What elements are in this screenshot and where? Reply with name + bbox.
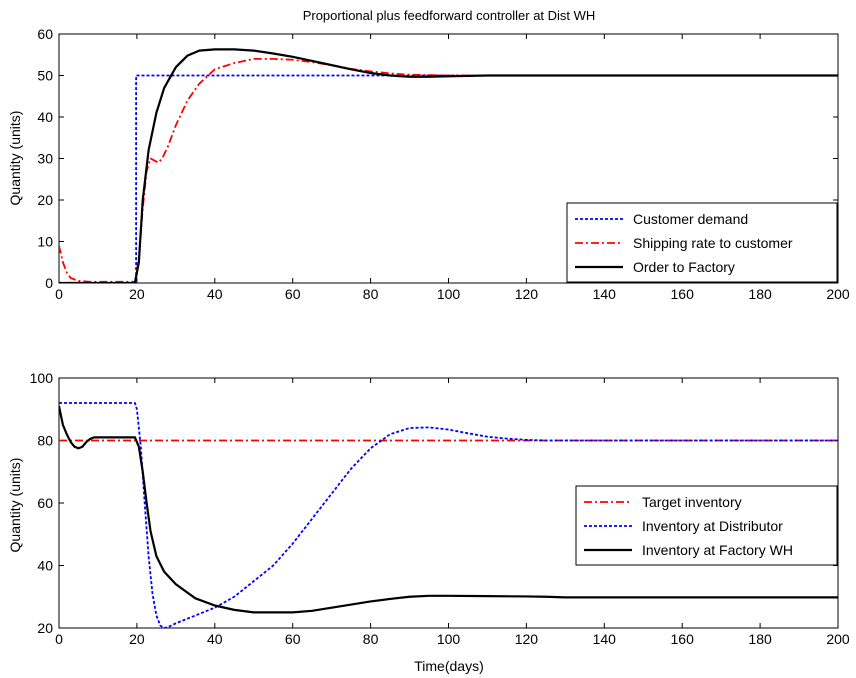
x-tick-label: 180 xyxy=(748,286,772,302)
x-tick-label: 40 xyxy=(207,286,223,302)
x-tick-label: 60 xyxy=(285,631,301,647)
series-line-inventory-at-factory-wh xyxy=(59,405,838,614)
y-tick-label: 60 xyxy=(37,495,53,511)
top-chart: Proportional plus feedforward controller… xyxy=(7,8,850,302)
x-tick-label: 120 xyxy=(515,286,539,302)
x-tick-label: 0 xyxy=(55,286,63,302)
y-tick-label: 40 xyxy=(37,109,53,125)
x-tick-label: 80 xyxy=(363,286,379,302)
x-tick-label: 180 xyxy=(748,631,772,647)
y-tick-label: 20 xyxy=(37,620,53,636)
series-line-inventory-at-distributor xyxy=(59,402,838,628)
y-tick-label: 60 xyxy=(37,26,53,42)
legend: Customer demand Shipping rate to customer… xyxy=(566,202,838,283)
x-tick-label: 100 xyxy=(437,286,461,302)
x-tick-label: 60 xyxy=(285,286,301,302)
x-tick-label: 160 xyxy=(671,286,695,302)
x-tick-label: 160 xyxy=(671,631,695,647)
series-line-order-to-factory xyxy=(59,48,838,283)
legend-label: Inventory at Factory WH xyxy=(642,542,793,558)
legend-label: Target inventory xyxy=(642,494,742,510)
legend: Target inventory Inventory at Distributor… xyxy=(575,485,838,566)
x-tick-label: 80 xyxy=(363,631,379,647)
top-y-axis-label: Quantity (units) xyxy=(7,111,23,206)
x-tick-label: 200 xyxy=(826,631,850,647)
legend-label: Order to Factory xyxy=(633,259,735,275)
x-tick-label: 20 xyxy=(129,286,145,302)
legend-label: Customer demand xyxy=(633,211,748,227)
x-tick-label: 40 xyxy=(207,631,223,647)
legend-label: Inventory at Distributor xyxy=(642,518,783,534)
y-tick-label: 100 xyxy=(30,370,54,386)
chart-title: Proportional plus feedforward controller… xyxy=(303,8,596,23)
bottom-chart: Quantity (units) Time(days) 0 20 40 60 80 100… xyxy=(7,370,850,674)
y-tick-label: 80 xyxy=(37,433,53,449)
y-tick-label: 20 xyxy=(37,192,53,208)
x-axis-label: Time(days) xyxy=(414,658,484,674)
x-tick-label: 140 xyxy=(593,631,617,647)
x-tick-label: 120 xyxy=(515,631,539,647)
y-tick-label: 10 xyxy=(37,234,53,250)
y-tick-label: 50 xyxy=(37,68,53,84)
legend-label: Shipping rate to customer xyxy=(633,235,793,251)
series-line-shipping-rate-to-customer xyxy=(59,58,838,283)
y-tick-label: 0 xyxy=(45,275,53,291)
y-tick-label: 30 xyxy=(37,151,53,167)
x-tick-label: 200 xyxy=(826,286,850,302)
x-tick-label: 100 xyxy=(437,631,461,647)
x-tick-label: 140 xyxy=(593,286,617,302)
bottom-y-axis-label: Quantity (units) xyxy=(7,458,23,553)
x-tick-label: 20 xyxy=(129,631,145,647)
y-tick-label: 40 xyxy=(37,558,53,574)
x-tick-label: 0 xyxy=(55,631,63,647)
